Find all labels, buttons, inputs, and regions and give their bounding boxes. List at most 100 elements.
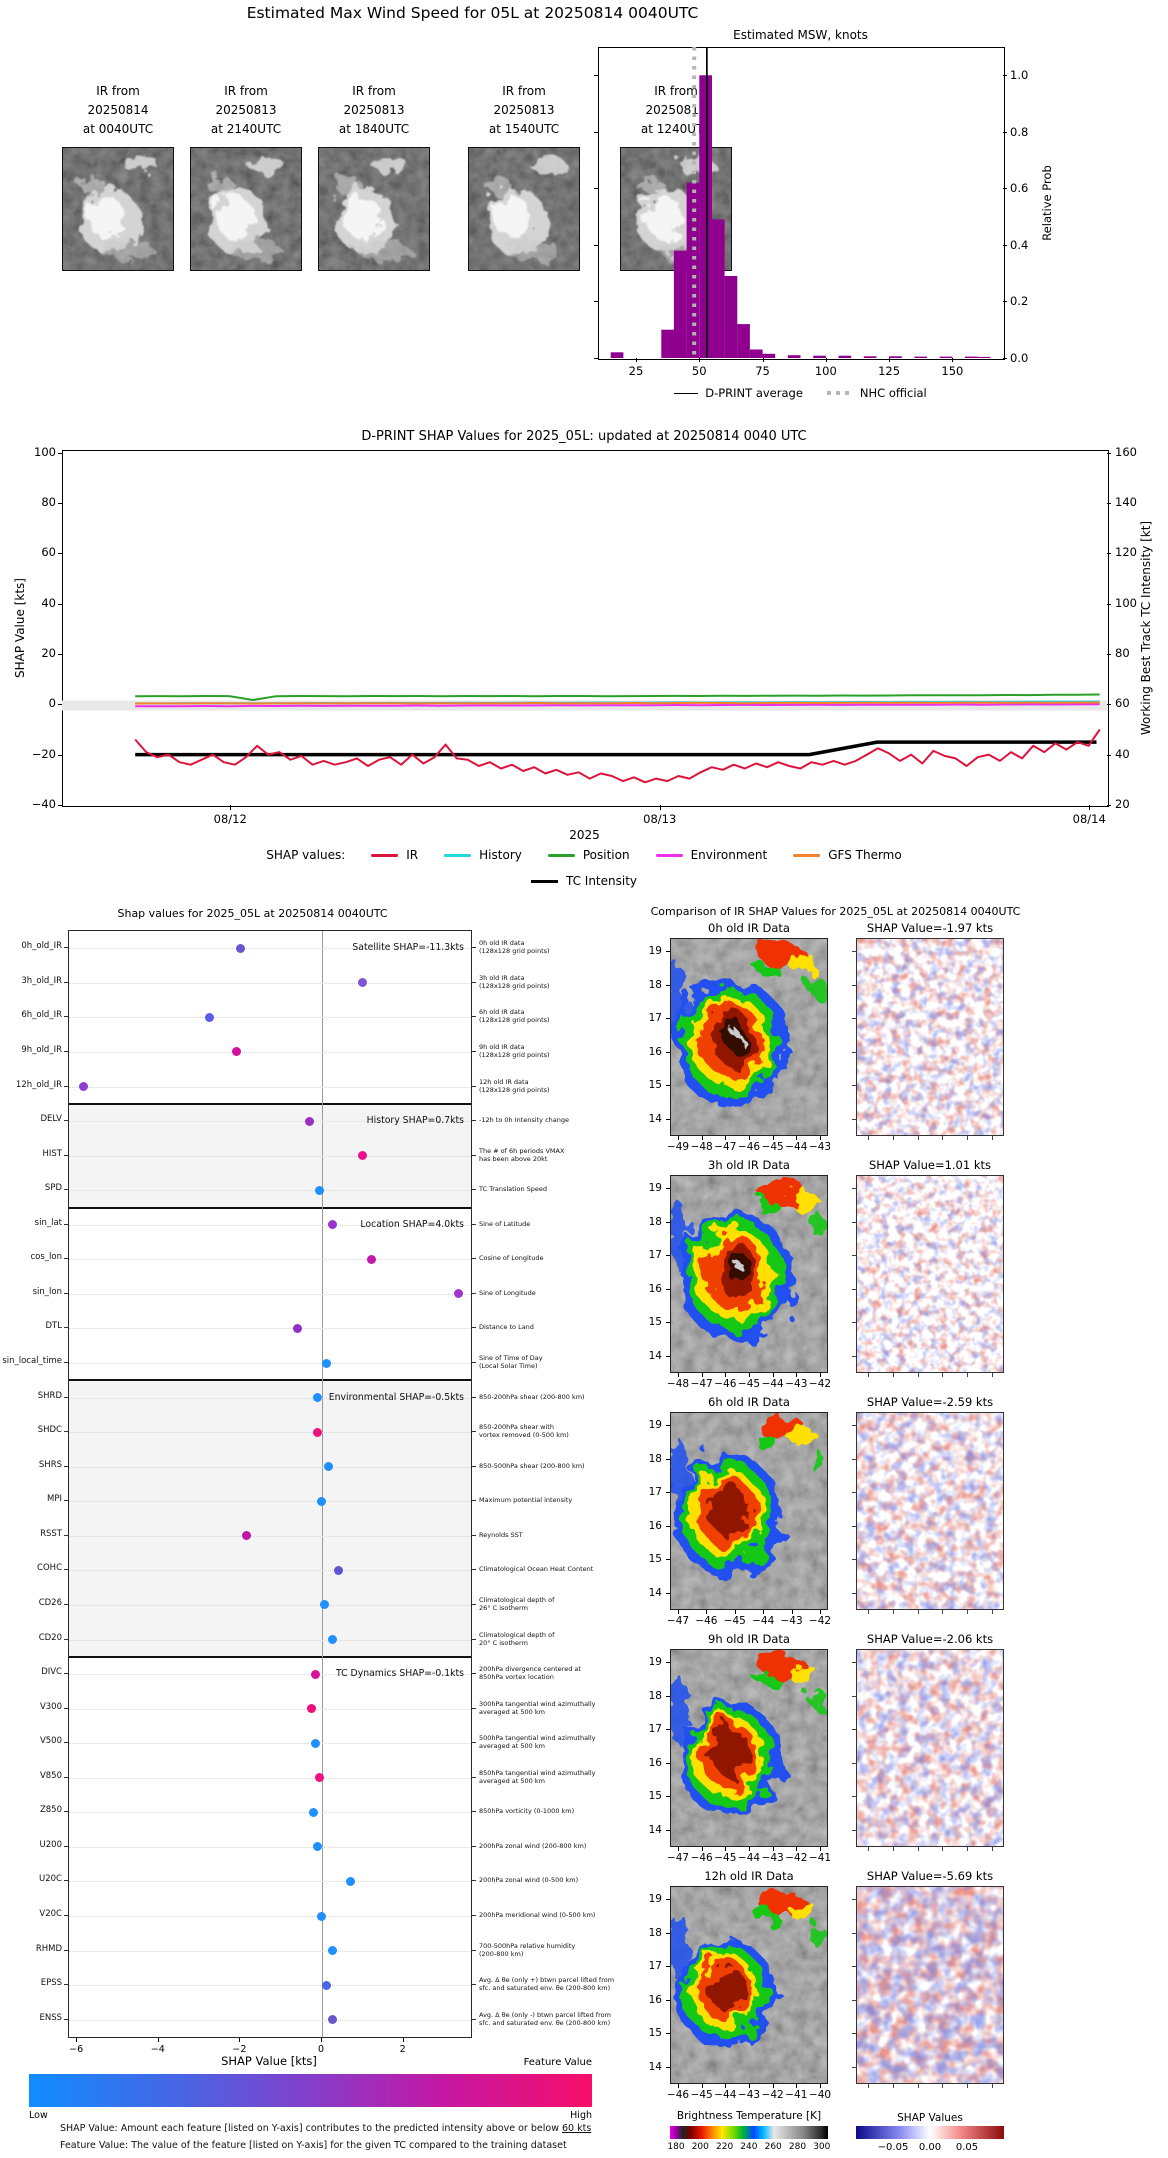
shap-panel-title: SHAP Value=1.01 kts	[868, 1158, 992, 1172]
shap-dot	[358, 978, 368, 988]
ir-xtick-mark	[772, 2084, 774, 2088]
nhc-official-line-swatch	[826, 391, 853, 395]
row-gridline	[69, 1432, 471, 1434]
series-line-swatch	[371, 853, 399, 857]
row-gridline	[69, 2019, 471, 2021]
timeseries-xlabel: 2025	[569, 828, 600, 842]
ir-xtick-mark	[791, 1610, 793, 1614]
feature-value-colorbar-title: Feature Value	[523, 2057, 592, 2068]
histogram-ytick-mark-right	[1003, 301, 1007, 303]
feature-description: Distance to Land	[479, 1323, 534, 1332]
ir-xtick-label: −45	[690, 2089, 713, 2101]
ir-ytick-label: 14	[648, 1350, 662, 1362]
dotplot-xtick-mark	[76, 2038, 78, 2042]
ir-ytick-mark	[666, 1559, 670, 1561]
ts-ytick-mark-right	[1107, 502, 1111, 504]
ir-xtick-label: −46	[695, 1615, 718, 1627]
ir-ytick-label: 16	[648, 1993, 662, 2006]
shap-map-xtick-mark	[868, 2084, 869, 2088]
shap-map-xtick-mark	[892, 1136, 894, 1140]
shap-map-ytick-mark	[852, 1796, 856, 1798]
feature-description: -12h to 0h Intensity change	[479, 1116, 569, 1125]
feature-description: Sine of Time of Day (Local Solar Time)	[479, 1354, 543, 1371]
row-gridline	[69, 1570, 471, 1572]
histogram-legend: D-PRINT average NHC official	[538, 386, 1063, 400]
shap-colorbar-tick-label: 0.00	[918, 2142, 942, 2153]
feature-tick-label: MPI	[47, 1494, 62, 1505]
shap-map-ytick-mark	[852, 2067, 856, 2068]
ir-ytick-mark	[666, 1966, 670, 1968]
bt-colorbar-tick-label: 260	[764, 2142, 782, 2152]
ir-xtick-label: −42	[808, 1378, 832, 1390]
histogram-ytick-mark-right	[1003, 358, 1007, 359]
ir-ytick-label: 19	[648, 1656, 662, 1668]
ir-ytick-label: 16	[648, 1282, 662, 1295]
histogram-ylabel: Relative Prob	[1040, 165, 1054, 241]
feature-description: Sine of Longitude	[479, 1288, 536, 1297]
ir-ytick-mark	[666, 1255, 670, 1257]
ir-ytick-mark	[666, 1492, 670, 1494]
ir-xtick-mark	[796, 1847, 798, 1851]
feature-tick-mark	[64, 1362, 68, 1364]
ir-panel-title: 9h old IR Data	[708, 1632, 790, 1646]
feature-description: 200hPa divergence centered at 850hPa vor…	[479, 1665, 581, 1682]
feature-desc-tick	[472, 1776, 476, 1778]
feature-description: Avg. Δ θe (only +) btwn parcel lifted fr…	[479, 1976, 615, 1993]
feature-tick-mark	[64, 1050, 68, 1052]
ir-thumbnail-label: IR from 20250813 at 2140UTC	[210, 84, 282, 136]
ir-xtick-mark	[749, 1847, 750, 1851]
feature-description: 850hPa vorticity (0-1000 km)	[479, 1807, 575, 1816]
feature-tick-mark	[64, 1189, 68, 1191]
ir-ytick-label: 18	[648, 1689, 662, 1702]
feature-tick-mark	[64, 1673, 68, 1675]
ir-ytick-mark	[666, 1662, 670, 1663]
timeseries-plot-area	[62, 450, 1109, 807]
tc-intensity-label: TC Intensity	[565, 874, 638, 888]
row-gridline	[69, 1466, 471, 1468]
histogram-xtick-label: 150	[941, 364, 964, 378]
dprint-average-line-swatch	[674, 392, 699, 394]
feature-description: 700-500hPa relative humidity (200-800 km…	[479, 1941, 576, 1958]
feature-description: 850-200hPa shear with vortex removed (0-…	[479, 1423, 569, 1440]
shap-map-xtick-mark	[992, 1847, 993, 1851]
ir-ytick-label: 14	[648, 1113, 662, 1125]
histogram-xtick-mark	[825, 358, 827, 362]
histogram-ytick-label: 0.2	[1010, 294, 1029, 309]
feature-tick-label: RSST	[40, 1528, 62, 1539]
section-header: History SHAP=0.7kts	[366, 1115, 464, 1127]
shap-dot	[231, 1047, 241, 1057]
shap-map-xtick-mark	[917, 2084, 919, 2088]
shap-panel-title: SHAP Value=-5.69 kts	[866, 1869, 994, 1883]
feature-tick-label: sin_lat	[34, 1217, 62, 1228]
footnote-shap-value-text: SHAP Value: Amount each feature [listed …	[60, 2123, 562, 2134]
histogram-xtick-mark	[952, 358, 954, 362]
feature-tick-label: SPD	[44, 1183, 62, 1194]
ir-ytick-mark	[666, 1119, 670, 1120]
dotplot-xtick-label: −4	[150, 2044, 165, 2055]
ts-ytick-mark-left	[58, 553, 62, 555]
ir-ytick-mark	[666, 1356, 670, 1357]
shap-map-xtick-mark	[992, 1610, 993, 1614]
feature-description: 200hPa meridional wind (0-500 km)	[479, 1911, 596, 1920]
ir-xtick-label: −45	[761, 1141, 784, 1153]
ir-xtick-mark	[678, 1610, 679, 1614]
row-gridline	[69, 1950, 471, 1952]
dotplot-title: Shap values for 2025_05L at 20250814 004…	[117, 907, 388, 920]
feature-description: Avg. Δ θe (only -) btwn parcel lifted fr…	[479, 2010, 611, 2027]
feature-tick-label: sin_local_time	[2, 1356, 62, 1367]
ir-ytick-mark	[666, 1695, 670, 1697]
footnote-shap-value: SHAP Value: Amount each feature [listed …	[60, 2123, 591, 2134]
ir-xtick-mark	[706, 1610, 708, 1614]
ir-xtick-label: −41	[808, 1852, 832, 1864]
shap-dot	[306, 1704, 316, 1714]
feature-desc-tick	[472, 1362, 476, 1364]
row-gridline	[69, 1017, 471, 1019]
ir-ytick-label: 18	[648, 978, 662, 991]
ts-xtick-mark	[230, 805, 232, 810]
feature-tick-label: DIVC	[41, 1667, 62, 1678]
section-header: Satellite SHAP=-11.3kts	[352, 942, 464, 954]
feature-value-colorbar	[29, 2074, 592, 2107]
shap-dot	[242, 1531, 252, 1541]
ir-xtick-label: −48	[690, 1141, 713, 1153]
ir-xtick-mark	[749, 2084, 750, 2088]
